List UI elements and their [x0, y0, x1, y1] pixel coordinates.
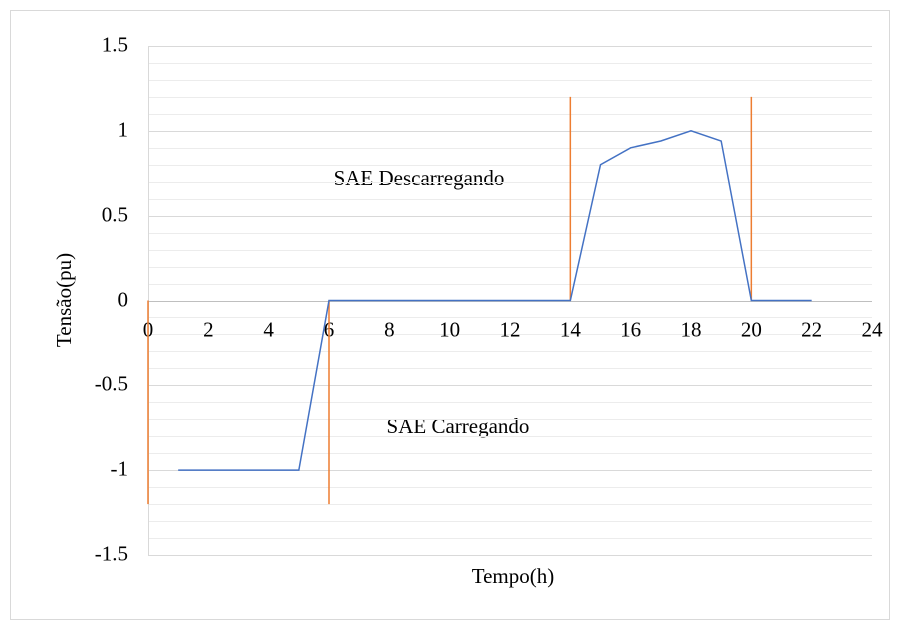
x-tick-label: 12: [500, 317, 521, 341]
data-line: [178, 130, 812, 471]
x-axis-label: Tempo(h): [472, 564, 555, 588]
x-tick-label: 14: [560, 317, 582, 341]
y-tick-label: 0.5: [102, 202, 128, 226]
x-tick-label: 10: [439, 317, 460, 341]
x-tick-label: 16: [620, 317, 641, 341]
x-tick-label: 22: [801, 317, 822, 341]
y-axis-label: Tensão(pu): [52, 253, 76, 347]
y-tick-label: -0.5: [95, 371, 128, 395]
y-tick-label: -1: [111, 456, 129, 480]
chart-frame: [10, 10, 890, 620]
x-tick-label: 8: [384, 317, 395, 341]
y-tick-label: -1.5: [95, 541, 128, 565]
x-tick-label: 4: [263, 317, 274, 341]
y-tick-label: 1: [118, 117, 129, 141]
x-tick-label: 20: [741, 317, 762, 341]
y-tick-label: 0: [118, 287, 129, 311]
y-tick-label: 1.5: [102, 32, 128, 56]
annotation: SAE Descarregando: [334, 166, 505, 190]
x-tick-label: 2: [203, 317, 214, 341]
x-tick-label: 18: [681, 317, 702, 341]
x-tick-label: 24: [862, 317, 884, 341]
annotation: SAE Carregando: [387, 414, 530, 438]
